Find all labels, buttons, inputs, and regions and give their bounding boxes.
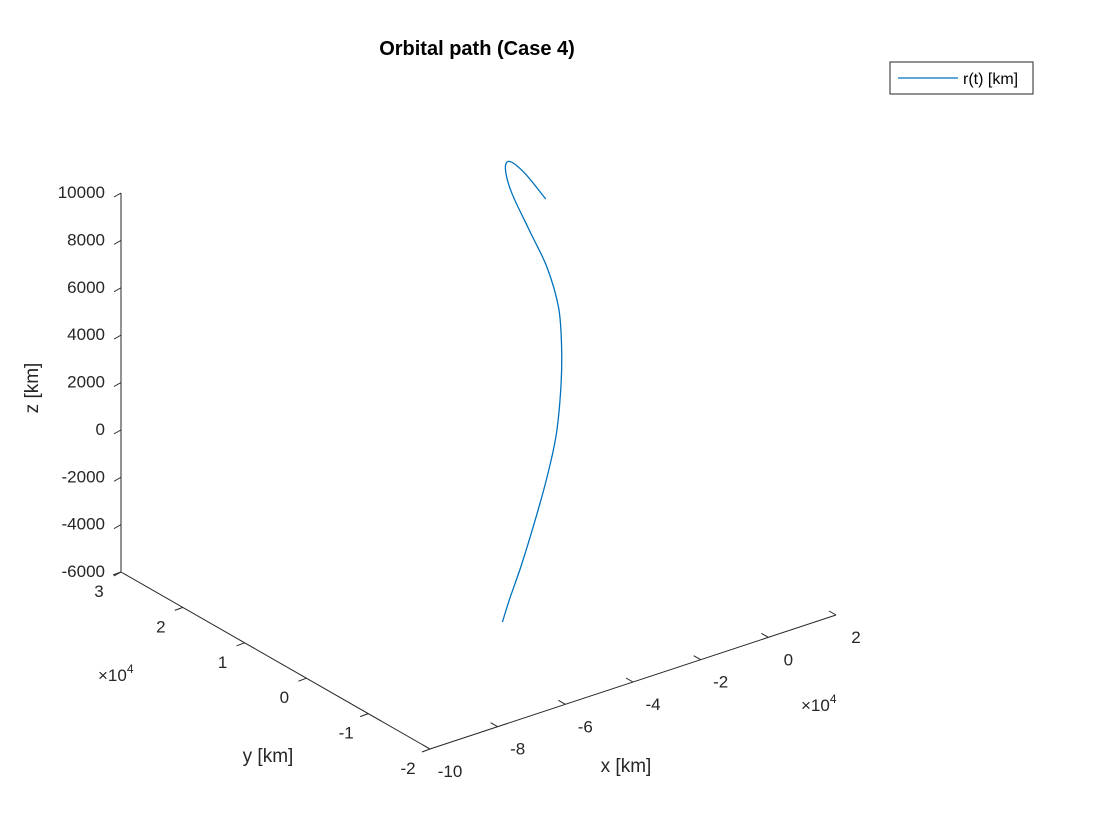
- z-tick-mark: [113, 429, 122, 435]
- z-axis-label: z [km]: [22, 363, 43, 414]
- y-tick-mark: [236, 642, 245, 647]
- z-tick-label: 4000: [67, 325, 105, 344]
- x-tick-mark: [625, 677, 634, 683]
- chart-title: Orbital path (Case 4): [379, 38, 575, 60]
- axes-3d: -6000 -4000 -2000 0 2000 4000 6000 8000 10000 -2 -…: [58, 183, 861, 781]
- z-tick-mark: [113, 239, 122, 245]
- z-tick-label: -2000: [62, 467, 105, 486]
- series-line-r-t: [501, 160, 563, 623]
- legend: r(t) [km]: [889, 61, 1034, 95]
- z-tick-mark: [113, 382, 122, 387]
- x-tick-mark: [828, 610, 837, 616]
- z-tick-label: 6000: [67, 278, 105, 297]
- tick-labels: -6000 -4000 -2000 0 2000 4000 6000 8000 10000 -2 -…: [58, 183, 861, 781]
- z-tick-label: 8000: [67, 230, 105, 249]
- z-tick-label: 2000: [67, 373, 105, 392]
- z-tick-mark: [113, 287, 122, 293]
- x-axis-label: x [km]: [601, 756, 652, 777]
- z-tick-label: -6000: [62, 562, 105, 581]
- y-axis-exponent: ×104: [98, 662, 134, 685]
- z-tick-mark: [113, 192, 122, 198]
- y-tick-label: 2: [156, 617, 165, 636]
- y-tick-label: -1: [339, 724, 354, 743]
- z-tick-label: 0: [96, 420, 105, 439]
- x-tick-label: 0: [784, 650, 793, 669]
- z-tick-label: 10000: [58, 183, 105, 202]
- y-tick-mark: [298, 677, 307, 682]
- x-tick-label: 2: [851, 628, 860, 647]
- x-tick-label: -8: [510, 740, 525, 759]
- y-tick-label: 1: [218, 653, 227, 672]
- x-tick-mark: [558, 699, 566, 705]
- legend-entry-label: r(t) [km]: [963, 71, 1018, 88]
- y-tick-mark: [112, 571, 122, 576]
- z-tick-label: -4000: [62, 515, 105, 534]
- z-tick-mark: [113, 476, 122, 482]
- y-tick-label: -2: [400, 759, 415, 778]
- y-tick-label: 0: [280, 688, 289, 707]
- x-tick-label: -10: [438, 762, 463, 781]
- x-tick-mark: [761, 632, 769, 638]
- y-axis-label: y [km]: [243, 746, 294, 767]
- y-axis-line: [120, 571, 431, 750]
- x-tick-label: -2: [713, 673, 728, 692]
- y-tick-mark: [421, 748, 431, 753]
- tick-marks: [112, 192, 837, 753]
- x-tick-mark: [422, 744, 431, 750]
- y-tick-mark: [360, 713, 369, 718]
- y-tick-label: 3: [94, 582, 103, 601]
- x-tick-label: -4: [645, 695, 660, 714]
- x-axis-exponent: ×104: [801, 692, 837, 715]
- y-tick-mark: [174, 606, 183, 611]
- series-layer: [501, 160, 563, 623]
- z-tick-mark: [113, 524, 122, 530]
- x-tick-label: -6: [578, 717, 593, 736]
- x-tick-mark: [490, 722, 498, 728]
- x-tick-mark: [693, 655, 701, 661]
- z-tick-mark: [113, 334, 122, 340]
